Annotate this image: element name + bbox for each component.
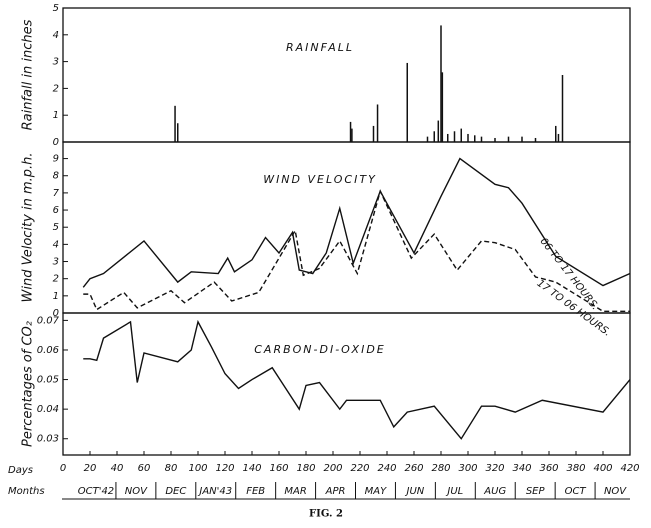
month-label: OCT — [565, 486, 587, 497]
x-tick-label: 0 — [60, 463, 66, 474]
x-tick-label: 180 — [296, 463, 315, 474]
series-line — [82, 157, 631, 288]
month-label: OCT'42 — [78, 486, 114, 497]
x-tick-label: 340 — [512, 463, 531, 474]
y-tick-label: 0.05 — [37, 375, 59, 386]
month-label: JUN — [405, 486, 425, 497]
y-tick-label: 2 — [53, 274, 59, 285]
y-tick-label: 2 — [53, 83, 59, 94]
month-label: MAR — [284, 486, 306, 497]
month-label: SEP — [526, 486, 546, 497]
y-tick-label: 0.03 — [37, 434, 59, 445]
y-axis-label: Wind Velocity in m.p.h. — [21, 152, 36, 302]
x-tick-label: 60 — [138, 463, 151, 474]
series-line — [83, 319, 631, 440]
panel-frame — [62, 312, 631, 456]
y-axis-label: Rainfall in inches — [21, 19, 36, 130]
month-label: JAN'43 — [197, 486, 232, 497]
month-label: MAY — [365, 486, 387, 497]
x-tick-label: 360 — [539, 463, 558, 474]
y-tick-label: 6 — [53, 205, 59, 216]
x-tick-label: 160 — [269, 463, 288, 474]
x-axis-label: Days — [8, 465, 33, 476]
x-tick-label: 20 — [84, 463, 97, 474]
x-tick-label: 220 — [350, 463, 369, 474]
month-label: NOV — [125, 486, 148, 497]
x-tick-label: 80 — [165, 463, 178, 474]
y-tick-label: 4 — [53, 30, 59, 41]
x-tick-label: 320 — [485, 463, 504, 474]
x-tick-label: 420 — [620, 463, 639, 474]
y-tick-label: 4 — [53, 239, 59, 250]
y-tick-label: 5 — [53, 3, 59, 14]
panel-title: WIND VELOCITY — [263, 173, 377, 186]
y-tick-label: 3 — [53, 257, 59, 268]
y-tick-label: 7 — [53, 188, 60, 199]
x-tick-label: 120 — [215, 463, 234, 474]
x-tick-label: 280 — [431, 463, 450, 474]
month-label: JUL — [445, 486, 463, 497]
y-tick-label: 5 — [53, 222, 59, 233]
month-label: AUG — [483, 486, 506, 497]
x-tick-label: 380 — [566, 463, 585, 474]
y-tick-label: 0.07 — [37, 315, 60, 326]
caption: FIG. 2 — [309, 509, 343, 520]
x-tick-label: 400 — [593, 463, 612, 474]
y-tick-label: 8 — [53, 171, 59, 182]
x-tick-label: 240 — [377, 463, 396, 474]
y-tick-label: 9 — [53, 154, 59, 165]
month-label: FEB — [246, 486, 265, 497]
y-tick-label: 1 — [53, 291, 59, 302]
y-tick-label: 3 — [53, 57, 59, 68]
y-axis-label: Percentages of CO₂ — [21, 321, 36, 447]
month-label: NOV — [604, 486, 627, 497]
y-tick-label: 0 — [53, 308, 59, 319]
month-label: APR — [325, 486, 346, 497]
x-tick-label: 40 — [111, 463, 124, 474]
y-tick-label: 0.04 — [37, 404, 59, 415]
x-tick-label: 300 — [458, 463, 477, 474]
y-tick-label: 0.06 — [37, 345, 59, 356]
x-tick-label: 100 — [188, 463, 207, 474]
x-tick-label: 260 — [404, 463, 423, 474]
months-label: Months — [8, 486, 45, 497]
month-label: DEC — [165, 486, 186, 497]
x-tick-label: 140 — [242, 463, 261, 474]
series-line — [83, 189, 630, 312]
x-tick-label: 200 — [323, 463, 342, 474]
y-tick-label: 0 — [53, 137, 59, 148]
panel-title: RAINFALL — [286, 41, 354, 54]
panel-frame — [62, 7, 631, 143]
panel-title: CARBON-DI-OXIDE — [254, 343, 386, 356]
y-tick-label: 1 — [53, 110, 59, 121]
